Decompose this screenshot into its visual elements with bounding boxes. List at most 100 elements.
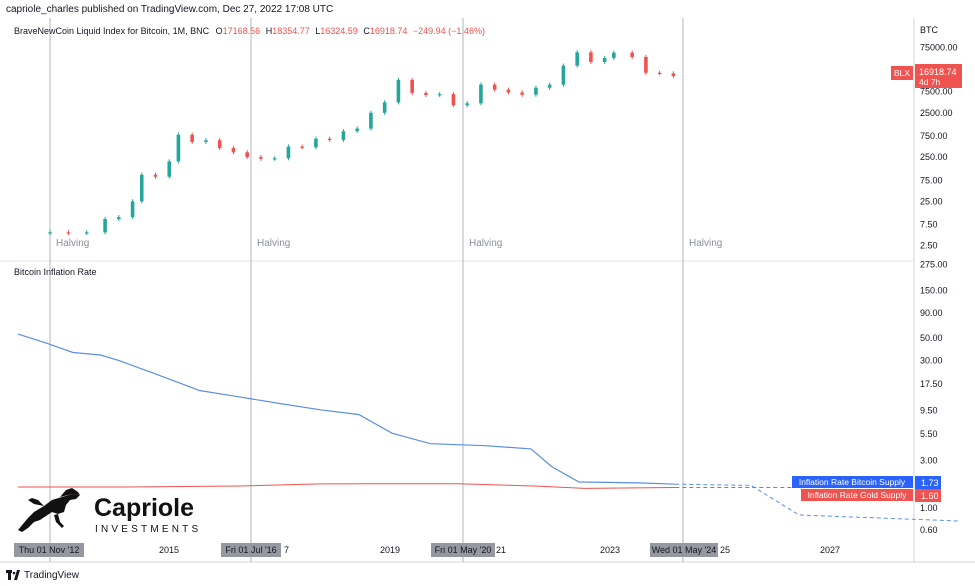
candle-body [139,174,144,202]
inflation-badge-gold: Inflation Rate Gold Supply 1.60 [801,489,941,502]
inflation-pane-title: Bitcoin Inflation Rate [14,267,97,277]
inflation-tick-label: 17.50 [920,379,943,389]
price-tick-label: 75.00 [920,175,943,185]
candle-body [589,52,593,63]
candle-body [48,232,52,234]
candle-body [245,152,249,158]
candle-body [479,84,483,104]
price-tick-label: 2.50 [920,241,938,251]
candle-body [167,161,172,177]
candle-body [575,52,579,66]
inflation-tick-label: 150.00 [920,286,948,296]
candle-body [217,140,222,149]
capriole-watermark: Capriole INVESTMENTS [18,488,201,535]
year-label-2027: 2027 [820,545,840,555]
inflation-series-line [18,483,676,489]
ohlc-h-value: 18354.77 [272,26,310,36]
inflation-axis: 275.00 150.00 90.00 50.00 30.00 17.50 9.50 5.50… [920,259,948,535]
year-label-2015: 2015 [159,545,179,555]
candle-body [465,103,469,106]
ohlc-c-value: 16918.74 [370,26,408,36]
inflation-tick-label: 9.50 [920,405,938,415]
halving-label-2016: Halving [257,238,290,249]
candle-body [341,131,346,140]
candle-body [314,138,318,148]
inflation-badge-btc: Inflation Rate Bitcoin Supply 1.73 [792,476,941,489]
ohlc-c-label: C [363,26,370,36]
price-tick-label: 250.00 [920,152,948,162]
ohlc-l-value: 16324.59 [320,26,358,36]
price-candles [48,50,676,236]
time-axis: 2015 2019 2023 2027 7 21 25 [159,545,840,555]
candle-body [369,112,373,129]
ohlc-o-value: 17168.56 [223,26,261,36]
candle-body [506,89,511,93]
candle-body [231,148,236,153]
ohlc-o-label: O [216,26,223,36]
price-tick-label: 2500.00 [920,108,953,118]
candle-body [382,102,387,113]
inflation-badge-btc-value: 1.73 [921,478,939,488]
price-badge-symbol: BLX [894,68,910,78]
inflation-tick-label: 30.00 [920,355,943,365]
price-tick-label: 75000.00 [920,42,958,52]
published-by: capriole_charles published on TradingVie… [6,4,334,15]
inflation-series-line [17,333,676,485]
inflation-tick-label: 5.50 [920,429,938,439]
tradingview-brand: TradingView [24,569,80,581]
halving-labels: Halving Halving Halving Halving [56,238,722,249]
candle-body [130,201,135,218]
svg-text:BraveNewCoin Liquid Index for: BraveNewCoin Liquid Index for Bitcoin, 1… [14,26,485,36]
halving-lines [49,18,684,562]
candle-body [671,73,676,77]
candle-body [520,92,524,95]
ohlc-l-label: L [315,26,320,36]
watermark-brand: Capriole [94,494,194,522]
watermark-tagline: INVESTMENTS [95,524,201,535]
partial-label-25: 25 [720,545,730,555]
candle-body [424,92,428,96]
halving-date-2016: Fri 01 Jul '16 [225,545,276,555]
price-legend: BraveNewCoin Liquid Index for Bitcoin, 1… [14,26,485,36]
candle-body [396,79,401,103]
inflation-tick-label: 275.00 [920,259,948,269]
pane-borders [0,18,975,563]
inflation-tick-label: 0.60 [920,525,938,535]
ohlc-h-label: H [266,26,273,36]
candle-body [630,52,634,57]
halving-label-2020: Halving [469,238,502,249]
candle-body [355,128,359,132]
candle-body [272,158,277,160]
inflation-badge-btc-label: Inflation Rate Bitcoin Supply [799,477,906,487]
candle-body [327,138,332,140]
candle-body [534,87,538,95]
partial-label-7: 7 [284,545,289,555]
year-label-2019: 2019 [380,545,400,555]
inflation-badge-gold-label: Inflation Rate Gold Supply [808,490,908,500]
halving-date-2020: Fri 01 May '20 [435,545,492,555]
candle-body [492,84,497,90]
candle-body [437,94,442,96]
inflation-series-line [675,483,959,522]
chart[interactable]: Halving Halving Halving Halving BraveNew… [0,18,975,568]
price-tick-label: 7.50 [920,220,938,230]
halving-date-2012: Thu 01 Nov '12 [19,545,80,555]
price-badge-value: 16918.74 [919,67,957,77]
inflation-tick-label: 90.00 [920,308,943,318]
price-tick-label: 25.00 [920,196,943,206]
candle-body [451,94,456,106]
candle-body [547,84,552,88]
candle-body [612,52,616,59]
candle-body [153,174,158,177]
horse-logo-icon [18,488,80,532]
inflation-tick-label: 1.00 [920,503,938,513]
candle-body [103,219,107,233]
price-badge-countdown: 4d 7h [919,77,941,87]
legend-title: BraveNewCoin Liquid Index for Bitcoin, 1… [14,26,210,36]
inflation-tick-label: 50.00 [920,333,943,343]
inflation-tick-label: 3.00 [920,455,938,465]
currency-label: BTC [920,25,939,35]
price-tick-label: 750.00 [920,131,948,141]
candle-body [117,217,121,220]
candle-body [190,134,194,142]
